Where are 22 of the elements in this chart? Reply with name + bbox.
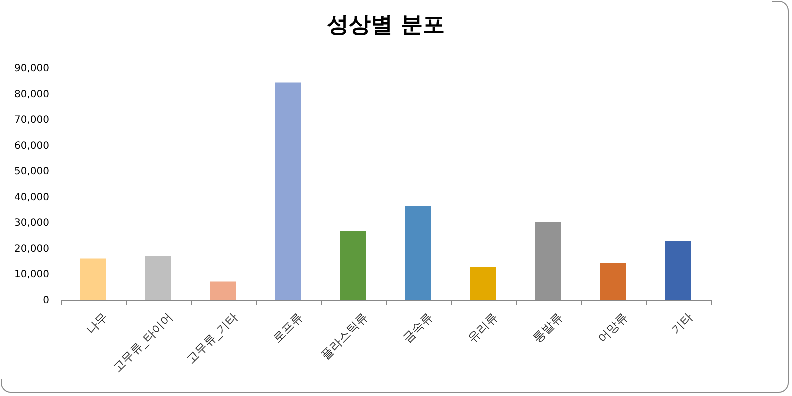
x-tick-label: 나무 xyxy=(84,310,110,337)
y-tick-label: 50,000 xyxy=(14,166,50,178)
y-tick-label: 70,000 xyxy=(14,115,50,126)
bar xyxy=(80,258,106,300)
y-tick-label: 30,000 xyxy=(14,218,50,230)
y-tick-label: 80,000 xyxy=(14,89,50,100)
bar xyxy=(210,282,236,300)
x-tick-label: 기타 xyxy=(668,310,696,337)
bar xyxy=(340,231,366,300)
bar xyxy=(146,256,172,300)
chart-title: 성상별 분포 xyxy=(327,13,445,38)
y-tick-label: 0 xyxy=(43,296,50,306)
bar xyxy=(666,241,692,300)
bar xyxy=(406,206,432,300)
bar xyxy=(276,82,302,300)
y-tick-label: 90,000 xyxy=(14,64,50,74)
y-tick-label: 60,000 xyxy=(14,140,50,152)
bar xyxy=(470,267,496,300)
y-tick-label: 10,000 xyxy=(14,270,50,281)
bar xyxy=(600,263,626,300)
y-tick-label: 40,000 xyxy=(14,192,50,204)
y-tick-label: 20,000 xyxy=(14,244,50,255)
